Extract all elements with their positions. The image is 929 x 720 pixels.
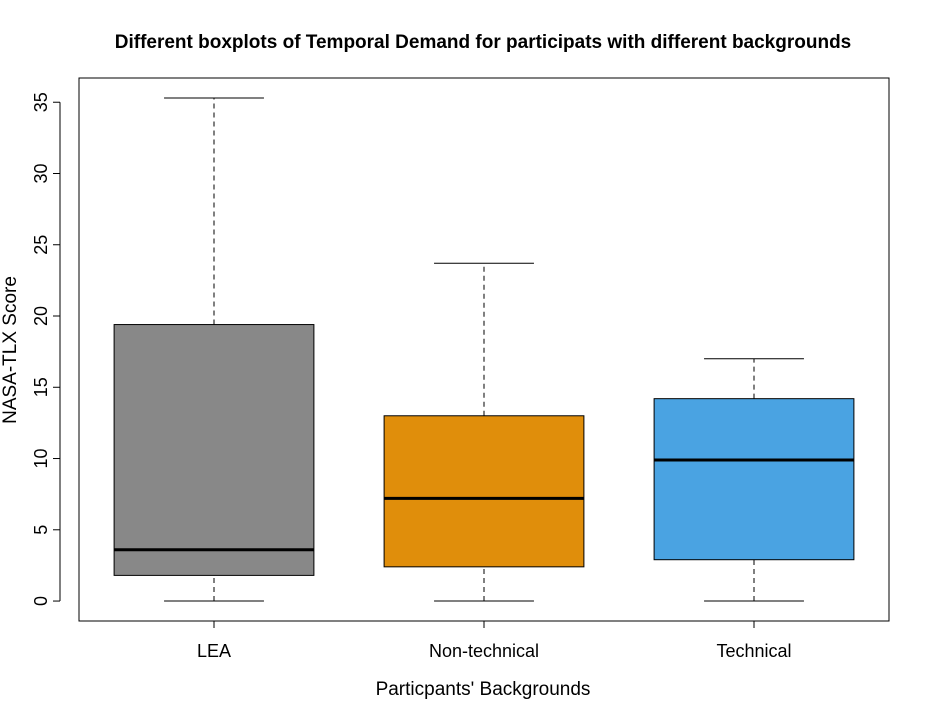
iqr-box <box>383 415 585 568</box>
box-lea <box>113 97 315 602</box>
y-tick-label: 0 <box>31 596 51 606</box>
x-tick-label: Non-technical <box>429 641 539 661</box>
boxes <box>113 97 855 602</box>
x-axis: LEA Non-technical Technical <box>197 620 792 661</box>
chart-title: Different boxplots of Temporal Demand fo… <box>115 32 852 53</box>
y-tick-label: 5 <box>31 525 51 535</box>
y-axis: 0 5 10 15 20 25 30 35 <box>31 92 61 606</box>
y-tick-label: 35 <box>31 92 51 112</box>
y-tick-label: 10 <box>31 449 51 469</box>
y-tick-label: 25 <box>31 235 51 255</box>
box-technical <box>653 358 855 602</box>
x-tick-label: Technical <box>716 641 791 661</box>
y-tick-label: 20 <box>31 306 51 326</box>
y-axis-label: NASA-TLX Score <box>0 276 21 424</box>
iqr-box <box>653 398 855 561</box>
y-tick-label: 15 <box>31 377 51 397</box>
iqr-box <box>113 324 315 576</box>
y-tick-label: 30 <box>31 163 51 183</box>
x-tick-label: LEA <box>197 641 231 661</box>
x-axis-label: Particpants' Backgrounds <box>376 679 591 700</box>
box-non-technical <box>383 262 585 602</box>
